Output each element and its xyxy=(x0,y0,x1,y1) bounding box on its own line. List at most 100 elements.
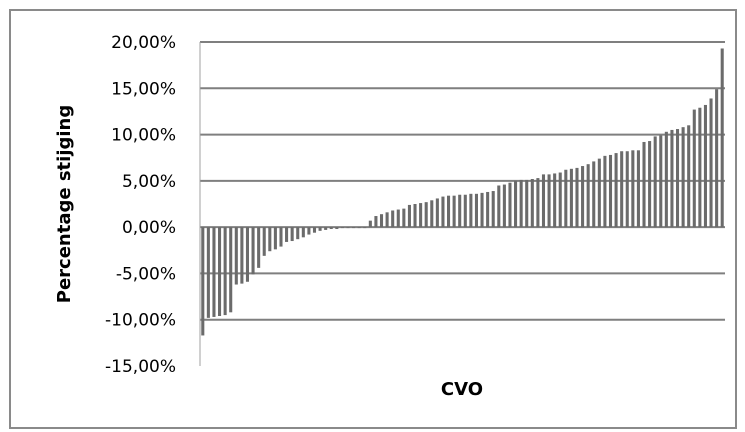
bars xyxy=(201,48,724,336)
bar xyxy=(223,227,227,316)
bar xyxy=(441,196,445,228)
y-axis-title: Percentage stijging xyxy=(54,105,75,304)
bar xyxy=(541,174,546,228)
bar xyxy=(251,227,255,275)
bar xyxy=(245,227,250,282)
bar xyxy=(469,193,473,228)
bar xyxy=(307,227,311,235)
bar xyxy=(491,191,495,228)
bar xyxy=(352,227,356,229)
bar xyxy=(212,227,216,317)
bar xyxy=(502,184,506,228)
bar xyxy=(709,98,713,228)
bar xyxy=(318,227,322,231)
bar xyxy=(447,195,451,228)
bar xyxy=(424,202,428,228)
y-tick-label: -15,00% xyxy=(105,357,176,377)
bar xyxy=(379,214,384,228)
bar xyxy=(715,89,719,228)
y-tick-label: 5,00% xyxy=(122,172,176,192)
y-tick-label: -5,00% xyxy=(116,264,176,284)
bar xyxy=(631,150,635,228)
bar xyxy=(670,129,674,228)
bar xyxy=(257,227,261,268)
x-axis-title: CVO xyxy=(441,379,483,400)
bar xyxy=(201,227,205,336)
bar xyxy=(324,227,328,230)
bar xyxy=(519,179,523,228)
bar xyxy=(569,168,573,228)
bar xyxy=(290,227,294,242)
bar xyxy=(368,220,372,228)
bar xyxy=(620,151,624,228)
bar xyxy=(508,182,512,228)
bar xyxy=(720,48,724,228)
bar xyxy=(301,227,305,238)
bar xyxy=(419,203,423,228)
bar xyxy=(340,227,344,229)
bar xyxy=(335,227,339,229)
bar xyxy=(262,227,266,256)
bar xyxy=(458,194,462,228)
bar xyxy=(558,172,562,228)
bar xyxy=(407,204,411,228)
bar xyxy=(597,158,601,228)
bar xyxy=(413,204,417,228)
bar xyxy=(525,179,529,228)
bar xyxy=(463,194,467,228)
bar xyxy=(642,141,646,228)
bar xyxy=(402,208,406,228)
bar xyxy=(312,227,317,233)
bar xyxy=(608,154,613,228)
bar xyxy=(374,216,378,228)
bar xyxy=(575,167,579,228)
bar xyxy=(229,227,233,313)
bar xyxy=(385,212,389,228)
y-tick-label: 15,00% xyxy=(111,79,176,99)
bar xyxy=(675,129,680,228)
bar xyxy=(240,227,244,284)
y-tick-labels: 20,00% 15,00% 10,00% 5,00% 0,00% -5,00% -10,00… xyxy=(105,33,176,377)
bar xyxy=(452,195,456,228)
bar xyxy=(703,104,707,228)
bar xyxy=(514,180,518,228)
bar xyxy=(285,227,289,242)
bar xyxy=(581,166,585,228)
bar xyxy=(363,227,367,229)
bar xyxy=(636,150,640,228)
bar xyxy=(296,227,300,240)
bar xyxy=(279,227,283,247)
bar xyxy=(480,192,484,228)
bar xyxy=(664,131,668,228)
bar xyxy=(536,178,540,228)
bar xyxy=(430,200,434,228)
bar xyxy=(329,227,333,229)
bar xyxy=(681,127,685,228)
bar xyxy=(486,191,490,228)
bar xyxy=(396,209,400,228)
bar xyxy=(218,227,222,317)
bar xyxy=(234,227,238,285)
bar xyxy=(614,153,618,228)
bar xyxy=(268,227,272,252)
bar xyxy=(206,227,210,318)
bar xyxy=(564,169,568,228)
y-tick-label: 0,00% xyxy=(122,218,176,238)
bar xyxy=(474,193,478,228)
bar xyxy=(273,227,277,250)
bar xyxy=(553,173,557,228)
bar xyxy=(592,161,596,228)
bar xyxy=(698,107,702,228)
bar xyxy=(357,227,361,229)
bar xyxy=(346,227,350,229)
bar xyxy=(391,210,395,228)
bar xyxy=(625,151,629,228)
bar xyxy=(547,174,551,228)
bar xyxy=(530,179,534,228)
bar xyxy=(603,155,607,228)
bar xyxy=(692,109,696,228)
y-tick-label: 10,00% xyxy=(111,126,176,146)
bar xyxy=(586,164,590,228)
